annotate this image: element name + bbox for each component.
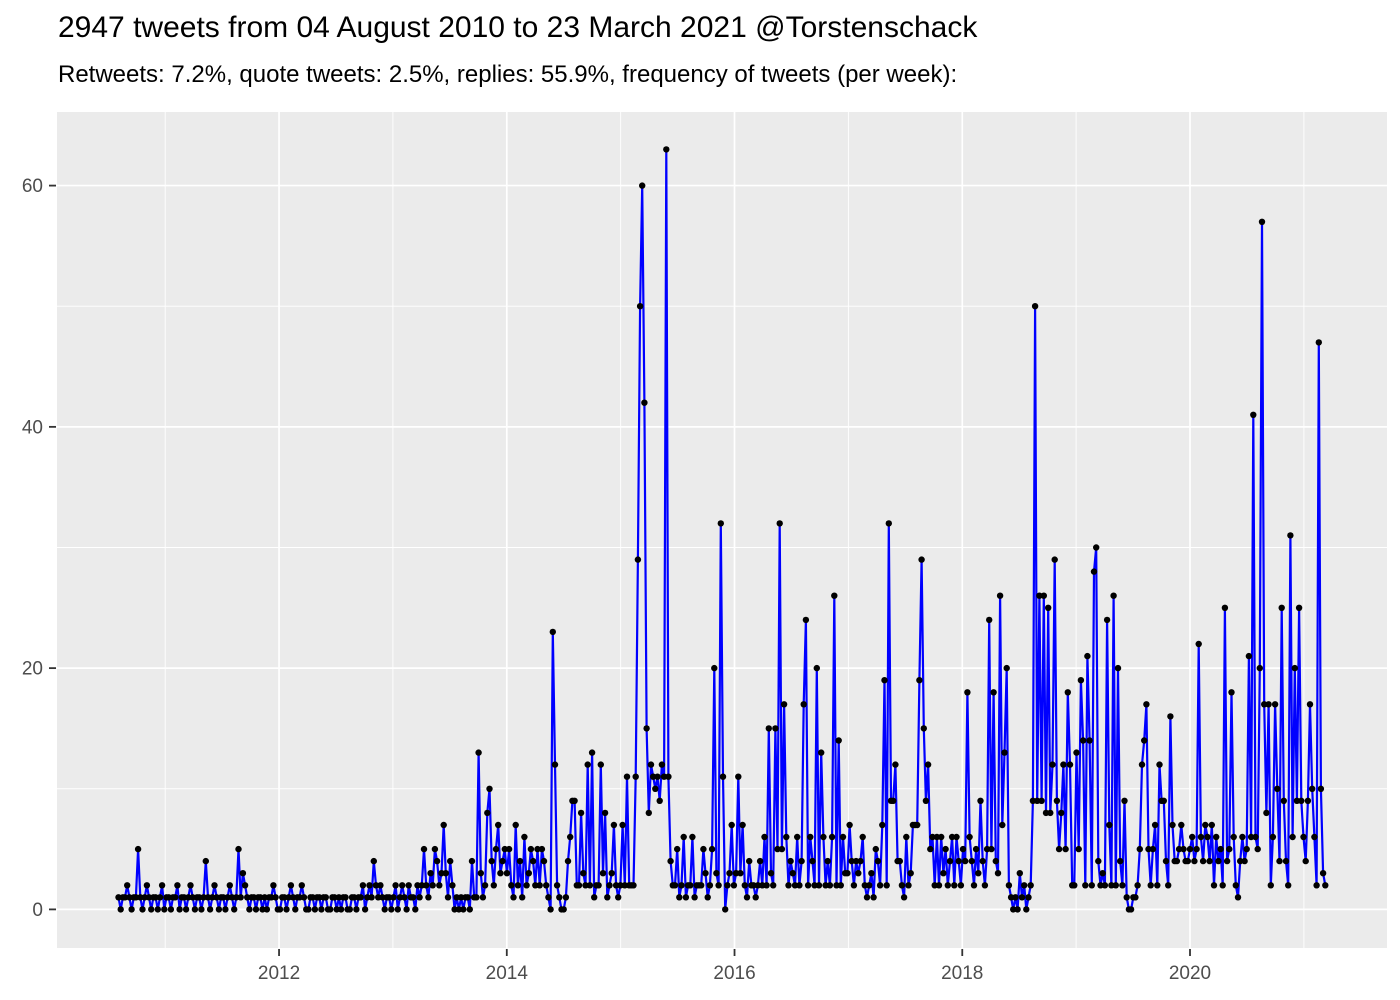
chart-title: 2947 tweets from 04 August 2010 to 23 Ma…: [58, 11, 978, 44]
chart-subtitle: Retweets: 7.2%, quote tweets: 2.5%, repl…: [58, 61, 958, 88]
x-axis-tick-label: 2014: [486, 963, 529, 984]
y-axis-tick-marks: [49, 184, 56, 911]
x-axis-tick-label: 2020: [1169, 963, 1211, 984]
x-axis-tick-label: 2018: [941, 963, 983, 984]
x-axis-tick-label: 2012: [258, 963, 300, 984]
x-axis-tick-label: 2016: [713, 963, 755, 984]
y-axis-tick-label: 0: [32, 900, 43, 921]
y-axis-tick-label: 40: [22, 417, 43, 438]
y-axis-tick-label: 20: [22, 659, 43, 680]
frequency-points: [115, 146, 1329, 913]
y-axis-tick-label: 60: [22, 176, 43, 197]
x-axis-tick-labels: 2012 2014 2016 2018 2020: [258, 963, 1211, 984]
x-axis-tick-marks: [278, 949, 1191, 956]
panel-background: [57, 112, 1387, 948]
y-axis-tick-labels: 0 20 40 60: [22, 176, 43, 921]
